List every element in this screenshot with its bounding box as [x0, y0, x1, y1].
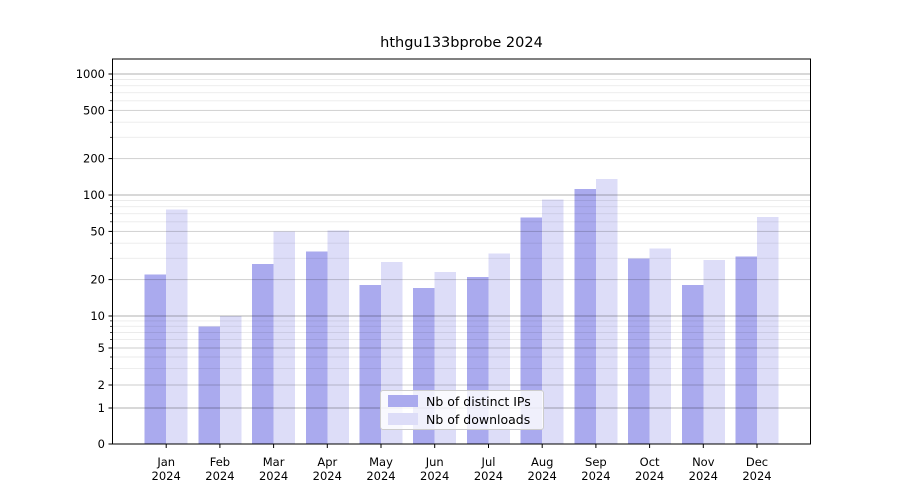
bar-aug-distinct-ips [520, 217, 543, 444]
x-tick-label-year: 2024 [205, 469, 234, 483]
y-tick-label: 2 [98, 378, 105, 392]
x-tick-label-month: Apr [317, 455, 337, 469]
x-tick-label-year: 2024 [742, 469, 771, 483]
x-tick-label-year: 2024 [366, 469, 395, 483]
x-tick-label-year: 2024 [420, 469, 449, 483]
x-tick-label-month: Dec [746, 455, 768, 469]
grid-layer [113, 73, 811, 409]
legend-swatch-downloads [388, 413, 418, 425]
y-tick-label: 20 [90, 273, 105, 287]
x-tick-label-month: Nov [692, 455, 715, 469]
axes-frame [112, 58, 812, 445]
x-tick-label-month: Sep [585, 455, 607, 469]
bar-nov-downloads [703, 260, 725, 444]
y-tick-label: 100 [83, 188, 105, 202]
x-tick-label-year: 2024 [474, 469, 503, 483]
bar-dec-distinct-ips [735, 256, 757, 444]
x-tick-label-month: Aug [531, 455, 553, 469]
x-tick-label-year: 2024 [259, 469, 288, 483]
bar-oct-downloads [649, 248, 672, 444]
legend-item-downloads: Nb of downloads [388, 411, 543, 427]
bar-aug-downloads [542, 199, 564, 444]
legend-label-downloads: Nb of downloads [426, 411, 531, 427]
x-tick-label-year: 2024 [635, 469, 664, 483]
bar-sep-downloads [595, 179, 618, 444]
y-tick-label: 500 [83, 103, 105, 117]
legend-item-distinct-ips: Nb of distinct IPs [388, 393, 543, 409]
legend: Nb of distinct IPs Nb of downloads [380, 390, 544, 430]
bar-mar-downloads [273, 231, 296, 444]
bar-sep-distinct-ips [574, 189, 596, 444]
bar-jan-downloads [166, 209, 188, 444]
x-tick-label-year: 2024 [313, 469, 342, 483]
chart-title: hthgu133bprobe 2024 [380, 35, 543, 51]
x-tick-label-month: Mar [263, 455, 285, 469]
y-tick-label: 50 [90, 224, 105, 238]
axis-layer: 01251020501002005001000Jan2024Feb2024Mar… [76, 67, 772, 483]
bar-feb-downloads [219, 316, 242, 444]
bar-mar-distinct-ips [252, 263, 274, 444]
legend-swatch-distinct-ips [388, 395, 418, 407]
x-tick-label-year: 2024 [689, 469, 718, 483]
x-tick-label-year: 2024 [152, 469, 181, 483]
x-tick-label-year: 2024 [581, 469, 610, 483]
legend-label-distinct-ips: Nb of distinct IPs [426, 393, 531, 409]
y-tick-label: 5 [98, 341, 105, 355]
x-tick-label-month: Jun [425, 455, 444, 469]
bar-dec-downloads [757, 216, 779, 444]
bar-apr-downloads [327, 230, 349, 444]
x-tick-label-month: Jul [481, 455, 496, 469]
x-tick-label-month: Oct [640, 455, 660, 469]
bar-oct-distinct-ips [628, 258, 650, 444]
y-tick-label: 1 [98, 401, 105, 415]
y-tick-label: 0 [98, 437, 105, 451]
y-tick-label: 200 [83, 152, 105, 166]
bar-apr-distinct-ips [305, 251, 328, 444]
x-tick-label-month: May [369, 455, 393, 469]
bar-nov-distinct-ips [681, 285, 704, 444]
x-tick-label-month: Feb [210, 455, 230, 469]
x-tick-label-month: Jan [156, 455, 175, 469]
bar-feb-distinct-ips [198, 326, 220, 444]
y-tick-label: 1000 [76, 67, 105, 81]
y-tick-label: 10 [90, 309, 105, 323]
x-tick-label-year: 2024 [528, 469, 557, 483]
bar-may-distinct-ips [359, 285, 381, 444]
bar-jan-distinct-ips [144, 274, 167, 444]
